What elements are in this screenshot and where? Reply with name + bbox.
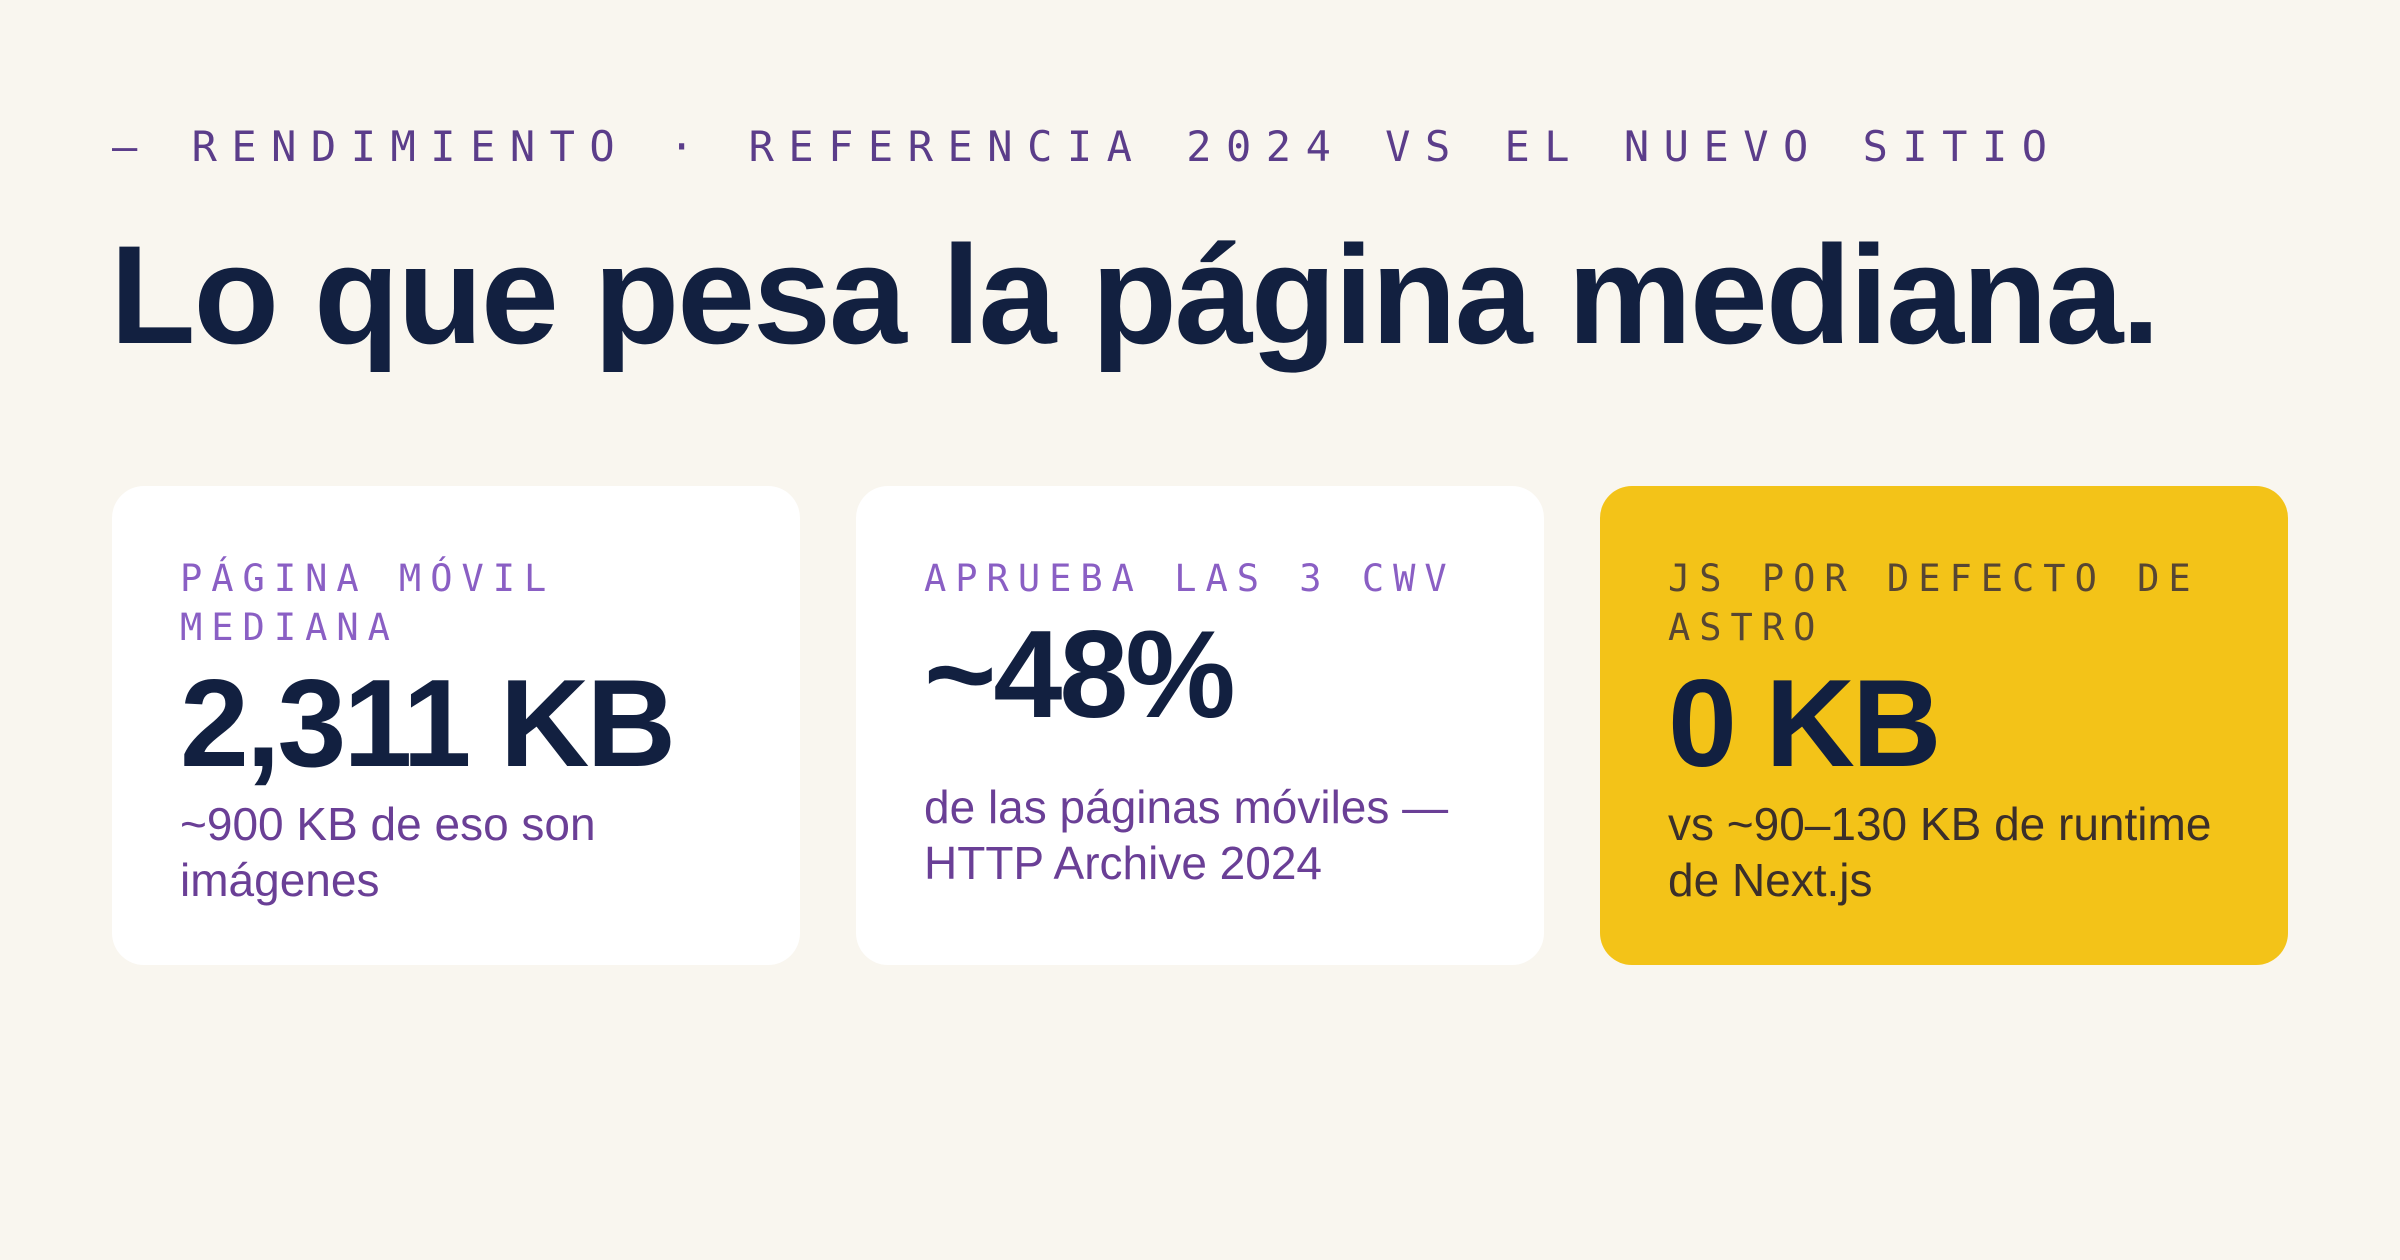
stat-note: vs ~90–130 KB de runtime de Next.js bbox=[1668, 798, 2212, 906]
stat-label: JS POR DEFECTO DE ASTRO bbox=[1668, 557, 2200, 649]
stat-card-median-mobile-page: PÁGINA MÓVIL MEDIANA 2,311 KB ~900 KB de… bbox=[112, 486, 800, 965]
stat-note: ~900 KB de eso son imágenes bbox=[180, 798, 596, 906]
stat-value: 2,311 KB bbox=[180, 655, 676, 793]
stat-card-astro-default-js: JS POR DEFECTO DE ASTRO 0 KB vs ~90–130 … bbox=[1600, 486, 2288, 965]
stat-value: ~48% bbox=[924, 606, 1236, 744]
page-title: Lo que pesa la página mediana. bbox=[110, 216, 2160, 373]
stat-label: APRUEBA LAS 3 CWV bbox=[924, 557, 1456, 600]
stat-label: PÁGINA MÓVIL MEDIANA bbox=[180, 557, 556, 649]
stat-card-cwv-pass-rate: APRUEBA LAS 3 CWV ~48% de las páginas mó… bbox=[856, 486, 1544, 965]
stat-cards: PÁGINA MÓVIL MEDIANA 2,311 KB ~900 KB de… bbox=[112, 486, 2288, 965]
section-eyebrow: — RENDIMIENTO · REFERENCIA 2024 VS EL NU… bbox=[112, 122, 2062, 171]
stat-note: de las páginas móviles — HTTP Archive 20… bbox=[924, 781, 1449, 889]
stat-value: 0 KB bbox=[1668, 655, 1942, 793]
